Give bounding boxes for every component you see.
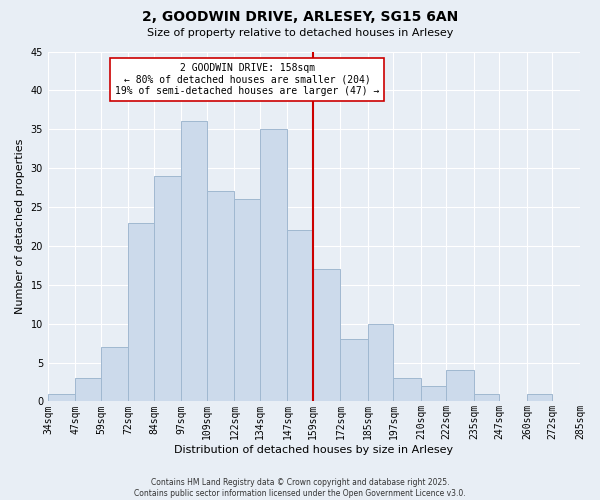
Text: Size of property relative to detached houses in Arlesey: Size of property relative to detached ho… (147, 28, 453, 38)
Text: 2 GOODWIN DRIVE: 158sqm
← 80% of detached houses are smaller (204)
19% of semi-d: 2 GOODWIN DRIVE: 158sqm ← 80% of detache… (115, 63, 379, 96)
Bar (313, 269, 340, 402)
Bar (260, 130, 287, 402)
Bar (421, 386, 446, 402)
Bar (340, 339, 368, 402)
Bar (48, 394, 76, 402)
Bar (474, 394, 499, 402)
Bar (76, 378, 101, 402)
Bar (527, 394, 553, 402)
Bar (154, 176, 181, 402)
Bar (128, 222, 154, 402)
Bar (181, 122, 207, 402)
Text: 2, GOODWIN DRIVE, ARLESEY, SG15 6AN: 2, GOODWIN DRIVE, ARLESEY, SG15 6AN (142, 10, 458, 24)
Bar (235, 199, 260, 402)
Text: Contains HM Land Registry data © Crown copyright and database right 2025.
Contai: Contains HM Land Registry data © Crown c… (134, 478, 466, 498)
Bar (207, 192, 235, 402)
Bar (101, 347, 128, 402)
Bar (287, 230, 313, 402)
X-axis label: Distribution of detached houses by size in Arlesey: Distribution of detached houses by size … (175, 445, 454, 455)
Y-axis label: Number of detached properties: Number of detached properties (15, 139, 25, 314)
Bar (368, 324, 394, 402)
Bar (446, 370, 474, 402)
Bar (394, 378, 421, 402)
